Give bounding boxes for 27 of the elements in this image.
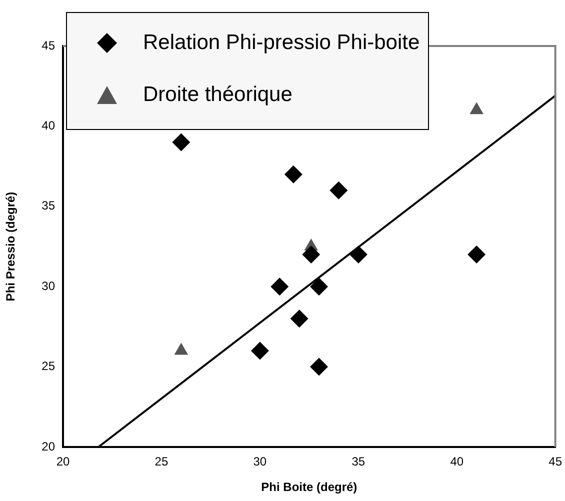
point	[172, 133, 190, 152]
point	[330, 181, 348, 200]
y-tick-label: 25	[42, 359, 56, 374]
x-tick-label: 30	[253, 454, 267, 469]
point	[302, 246, 320, 264]
y-tick-label: 30	[42, 278, 56, 293]
y-tick-label: 40	[42, 118, 56, 133]
y-tick-label: 35	[42, 198, 56, 213]
point	[310, 358, 328, 376]
point	[468, 246, 486, 264]
point	[349, 246, 368, 264]
x-axis-title: Phi Boite (degré)	[261, 480, 358, 494]
x-tick-label: 20	[56, 454, 70, 469]
y-tick-label: 45	[42, 38, 56, 52]
legend-label: Droite théorique	[143, 83, 292, 107]
point	[250, 342, 269, 360]
x-tick-label: 40	[450, 454, 464, 469]
x-tick-label: 25	[154, 454, 168, 469]
point	[310, 278, 328, 296]
y-tick-label: 20	[42, 439, 56, 454]
y-axis-title: Phi Pressio (degré)	[4, 192, 18, 302]
legend-label: Relation Phi-pressio Phi-boite	[143, 31, 420, 55]
x-tick-label: 35	[352, 454, 366, 469]
point	[290, 310, 308, 328]
point	[270, 278, 289, 296]
point	[284, 165, 302, 184]
x-tick-label: 45	[548, 454, 562, 469]
